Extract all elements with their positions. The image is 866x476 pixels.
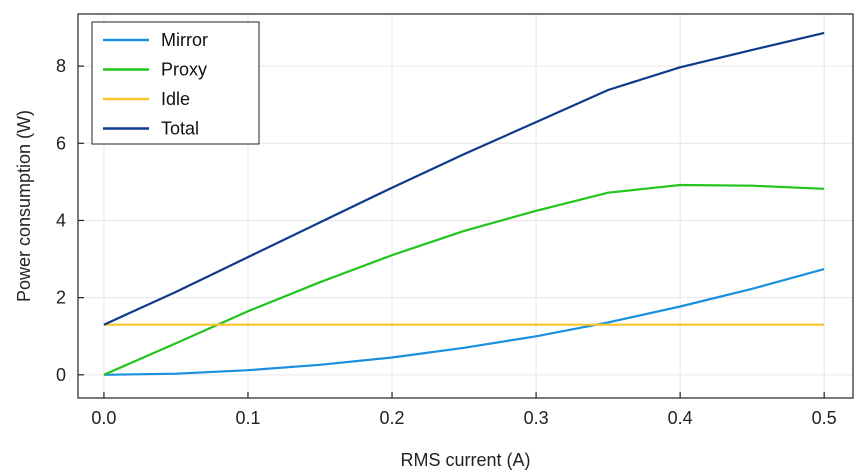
legend-label-proxy: Proxy [161, 60, 207, 80]
axis-ticks [78, 65, 825, 398]
legend-label-mirror: Mirror [161, 30, 208, 50]
x-axis-label: RMS current (A) [400, 450, 530, 470]
x-tick-label: 0.0 [91, 408, 116, 428]
series-lines [103, 31, 825, 376]
x-tick-label: 0.4 [668, 408, 693, 428]
legend-label-idle: Idle [161, 89, 190, 109]
series-line-mirror [103, 268, 825, 376]
y-tick-label: 8 [56, 56, 66, 76]
series-line-proxy [103, 183, 825, 376]
legend-label-total: Total [161, 119, 199, 139]
tick-labels: 0.0 0.1 0.2 0.3 0.4 0.5 0 2 4 6 8 [56, 56, 837, 428]
y-tick-label: 2 [56, 288, 66, 308]
y-tick-label: 4 [56, 210, 66, 230]
y-tick-label: 6 [56, 133, 66, 153]
x-tick-label: 0.3 [524, 408, 549, 428]
plot-frame [77, 13, 854, 399]
x-tick-label: 0.5 [812, 408, 837, 428]
legend: Mirror Proxy Idle Total [91, 21, 260, 145]
legend-box [91, 21, 260, 145]
x-tick-label: 0.1 [235, 408, 260, 428]
y-tick-label: 0 [56, 365, 66, 385]
x-tick-label: 0.2 [380, 408, 405, 428]
y-axis-label: Power consumption (W) [14, 110, 34, 302]
series-line-total [103, 31, 825, 326]
